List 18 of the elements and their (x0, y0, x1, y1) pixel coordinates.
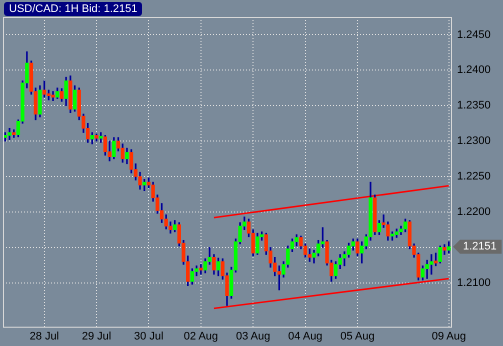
y-tick-label: 1.2350 (457, 100, 491, 112)
y-tick-label: 1.2100 (457, 276, 491, 289)
y-tick-label: 1.2450 (457, 28, 491, 41)
y-tick-label: 1.2200 (457, 206, 491, 218)
x-tick-label: 04 Aug (288, 330, 322, 342)
x-tick-label: 09 Aug (432, 330, 466, 342)
x-tick-label: 02 Aug (184, 330, 218, 342)
x-tick-label: 05 Aug (340, 330, 375, 342)
x-tick-label: 28 Jul (30, 330, 59, 342)
y-tick-label: 1.2250 (457, 170, 491, 183)
x-tick-label: 30 Jul (134, 330, 164, 342)
x-tick-label: 03 Aug (236, 330, 270, 342)
candlestick (51, 91, 55, 101)
chart-title: USD/CAD: 1H Bid: 1.2151 (4, 2, 142, 16)
x-tick-label: 29 Jul (82, 330, 112, 342)
text: 1.2151 (463, 240, 497, 253)
y-tick-label: 1.2400 (457, 64, 491, 76)
y-tick-label: 1.2300 (457, 135, 491, 148)
